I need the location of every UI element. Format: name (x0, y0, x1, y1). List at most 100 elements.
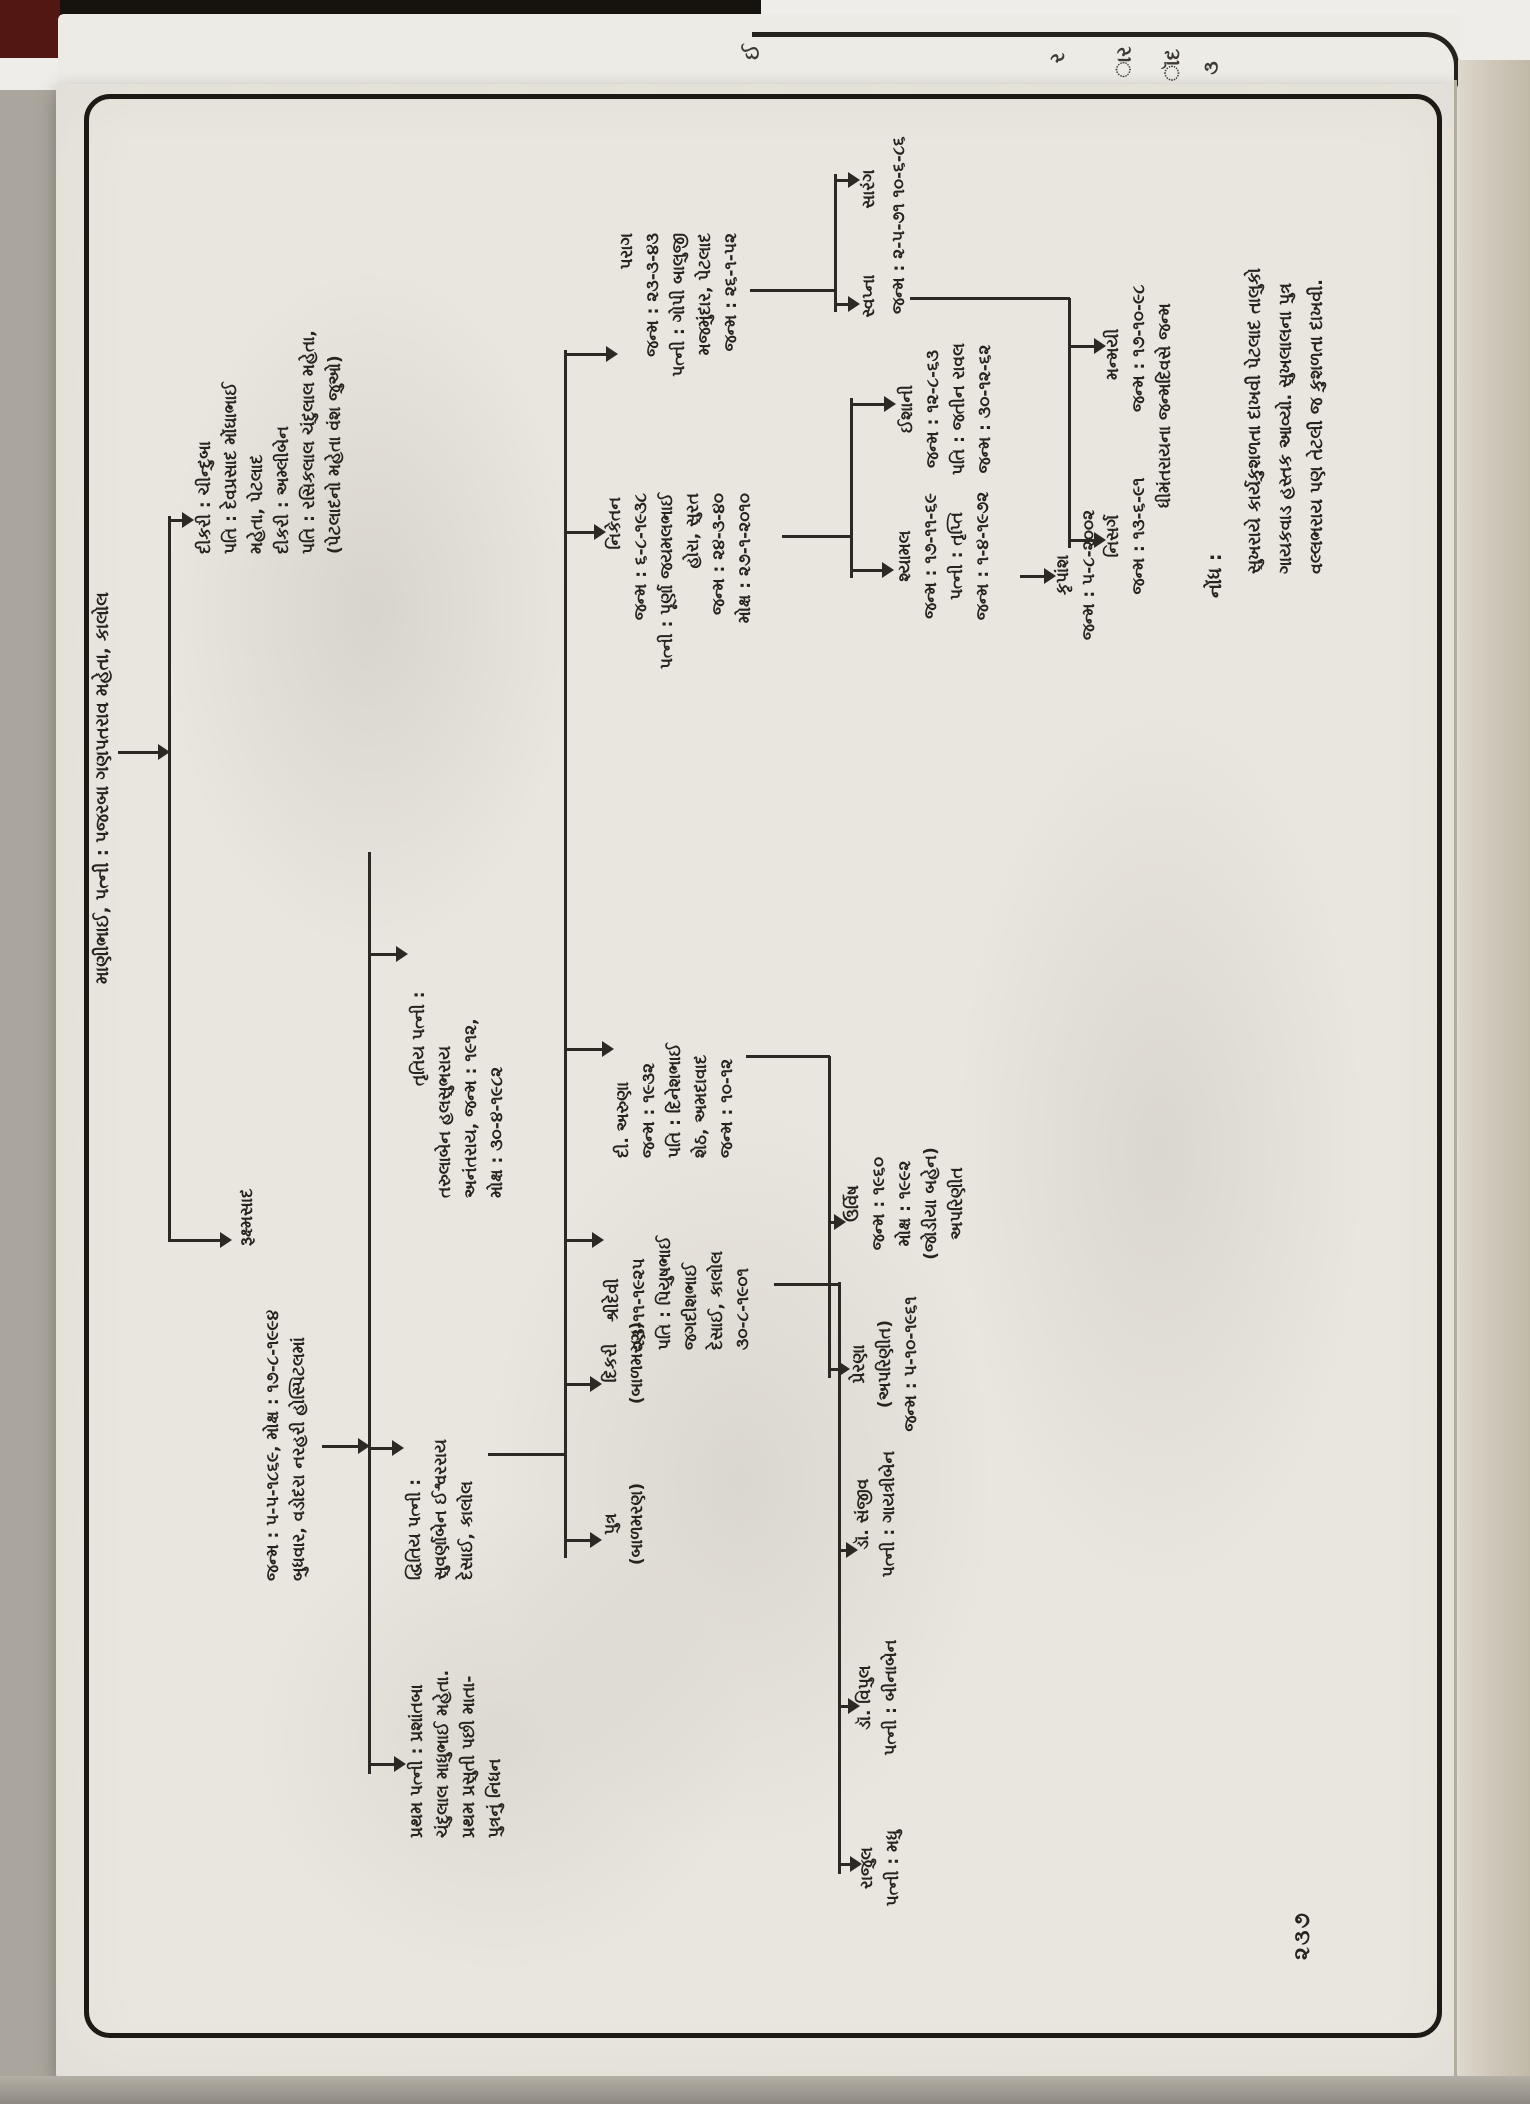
connector-arrow (852, 569, 884, 572)
text-line: જન્મ : ૧-૪-૧૯૭૨ (973, 491, 993, 621)
node-label: સારંગ (859, 169, 879, 209)
node-krupansh: કૃપાંશ જન્મ : ૫-૮-૨૦૦૨ (1050, 500, 1102, 650)
text-line: ચંદુલાલ માધુભાઈ મહેતા. (433, 1669, 453, 1838)
node-second-wife: દ્વિતિય પત્ની : સુવર્ણાબેન ઈશ્વરરાય દેસાઈ,… (402, 1340, 480, 1580)
text-line: જન્મ : ૧૯૬૦ (869, 1156, 889, 1251)
text-line: કૃપાંશ (1053, 554, 1073, 596)
text-line: જન્મ : ૧૨-૮-૬૩ (923, 350, 943, 468)
family-tree-canvas: માણીભાઈ, પત્ની : પજરબા ગણપતરાવ મહેતા, કા… (92, 104, 1426, 1986)
text-line: જન્મ : ૧૯૩૨ (639, 1063, 659, 1158)
text-line: વલ્લભરાય પણ તેટલી જ કુશળતા દાખવી. (1307, 279, 1327, 574)
connector-arrow (840, 1549, 848, 1552)
text-line: દી. અરુણા (613, 1081, 633, 1158)
text-line: પતિ : પિયુષભાઈ (655, 1236, 675, 1350)
stacked-page-edges (1458, 60, 1530, 2104)
text-line: ગાયકવાડ હસ્તક આવ્યો. સુખલાલના પુત્ર (1276, 282, 1296, 574)
node-sarang: સારંગ (856, 144, 882, 234)
text-line: મોક્ષ : ૧૯૯૨ (895, 1160, 915, 1247)
text-line: જન્મ : ૨-૫-૭૧ ૧૦-૬-૮૬ (889, 136, 909, 314)
text-line: પત્ની : તૃપ્તિ (947, 512, 967, 600)
connector-arrow (836, 303, 850, 306)
text-line: જગદીશભાઈ (681, 1263, 701, 1350)
torn-edge-shadow (55, 0, 761, 15)
root-ancestor-line: માણીભાઈ, પત્ની : પજરબા ગણપતરાવ મહેતા, કા… (92, 592, 113, 984)
text-line: (પેટલાદનો મહેતા વંશ જુઓ) (325, 355, 345, 554)
connector-stub (488, 1453, 564, 1456)
node-swapna: સ્વપ્ના (856, 251, 882, 341)
node-label: સ્વપ્ના (859, 274, 879, 318)
text-line: દેસાઈ, કાલોલ (457, 1480, 477, 1580)
text-line: જન્મ : ૩૦-૧૨-૬૨ (975, 344, 995, 474)
text-line: પ્રથમ પત્ની : પ્રશાંતબા (407, 1684, 427, 1838)
connector-rail (850, 398, 853, 578)
text-line: શેઠ, અમદાવાદ (691, 1054, 711, 1158)
page-number: ૨૩૭ (1290, 1911, 1315, 1960)
connector-stub (910, 297, 1070, 300)
page-border-frame (84, 94, 1442, 2038)
edge-glyph: ઈ (739, 44, 764, 60)
connector-arrow (566, 1539, 592, 1542)
node-third-wife: તૃતિય પત્ની : તરુલાબેન હલસુભરાય અનંતરાય, જ… (406, 846, 510, 1198)
connector-rail (168, 516, 171, 1242)
text-line: સુવર્ણાબેન ઈશ્વરરાય (431, 1439, 451, 1580)
text-line: અપરિણીત (947, 1167, 967, 1240)
node-parag: પરાગ જન્મ : ૨૩-૩-૪૩ પત્ની : ગોપી બાલુજી મજમ… (614, 233, 744, 548)
scan-bottom-shadow (0, 2076, 1530, 2104)
node-first-wife: પ્રથમ પત્ની : પ્રશાંતબા ચંદુલાલ માધુભાઈ મ… (404, 1568, 508, 1838)
text-line: જન્મ : ૫-૧૦-૧૯૬૧ (901, 1296, 921, 1432)
connector-arrow (322, 1445, 360, 1448)
connector-stub (746, 1055, 830, 1058)
text-line: સુખરાયે કાર્યકુશળતા દાખવી પેટલાદ તાલુકો (1245, 267, 1265, 574)
text-line: શ્યામલ (895, 530, 915, 582)
edge-glyph: ૉદ (1160, 48, 1185, 82)
text-line: પ્રેરણા (849, 1344, 869, 1384)
connector-rail (1068, 298, 1071, 548)
connector-arrow (170, 1239, 222, 1242)
text-line: જન્મ : ૧૭-૧૧-૬૯ (921, 493, 941, 619)
text-line: ૩૦-૮-૧૯૦૧ (733, 1268, 753, 1350)
text-line: પતિ : દિનેશભાઈ (665, 1043, 685, 1158)
node-shyamal: શ્યામલ જન્મ : ૧૭-૧૧-૬૯ પત્ની : તૃપ્તિ જન્મ … (892, 481, 996, 631)
page-paper (56, 84, 1458, 2078)
text-line: મોક્ષ : ૩૦-૪-૧૯૮૨ (487, 1066, 507, 1198)
text-line: ઉર્વિષ (843, 1185, 863, 1222)
text-line: મન્મયી (1103, 328, 1123, 380)
text-line: ધીમંતરાયના જન્મદિવસે જન્મ (1155, 303, 1175, 508)
note-text: સુખરાયે કાર્યકુશળતા દાખવી પેટલાદ તાલુકો ગ… (1240, 104, 1333, 574)
node-daughter-chinduba: દીકરી : ચીન્દુબા પતિ : દેવપ્રસાદ મોંઘાભાઈ… (192, 114, 348, 554)
connector-rail (834, 174, 837, 312)
edge-glyph: ર (1045, 52, 1070, 64)
connector-arrow (830, 1221, 836, 1224)
connector-arrow (118, 751, 160, 754)
connector-arrow (836, 179, 850, 182)
text-line: પતિ : જતીન રાવલ (949, 343, 969, 475)
text-line: દેસાઈ, કાલોલ (707, 1250, 727, 1350)
text-line: પ્રથમ પ્રસુતી પછી માતા- (459, 1675, 479, 1838)
text-line: બુધવાર, વડોદરા નરહરી હોસ્પિટલમાં (289, 1337, 309, 1581)
text-line: પતિ : રસિકલાલ ચંદુલાલ મહેતા, (299, 330, 319, 554)
connector-arrow (566, 1048, 604, 1051)
node-urvish: ઉર્વિષ જન્મ : ૧૯૬૦ મોક્ષ : ૧૯૯૨ (જોડીયા બહે… (840, 1121, 970, 1286)
text-line: રાજુલ (857, 1847, 877, 1889)
text-line: જન્મ : ૨૬-૧-૫૨ (721, 233, 741, 352)
text-line: શ્રીદેવી (603, 1278, 623, 1322)
text-line: જન્મ : ૧૦-૧૨ (717, 1058, 737, 1158)
connector-stub (750, 289, 836, 292)
text-line: જન્મ : ૧૭-૧૦-૯૮ (1129, 284, 1149, 412)
text-line: (બાળમરણ) (627, 1482, 647, 1566)
swapna-sarang-birthdates: જન્મ : ૨-૫-૭૧ ૧૦-૬-૮૬ (886, 84, 912, 314)
connector-arrow (370, 1763, 396, 1766)
text-line: (અપરિણીત) (875, 1319, 895, 1409)
node-prerna: પ્રેરણા (અપરિણીત) જન્મ : ૫-૧૦-૧૯૬૧ (846, 1294, 924, 1434)
connector-arrow (830, 1368, 840, 1371)
connector-arrow (566, 1239, 594, 1242)
edge-glyph: ૩ (1198, 61, 1223, 75)
connector-arrow (170, 519, 184, 522)
connector-arrow (566, 531, 596, 534)
connector-rail (368, 852, 371, 1774)
connector-arrow (566, 353, 608, 356)
connector-arrow (852, 403, 886, 406)
text-line: જન્મ : ૫-૮-૨૦૦૨ (1079, 509, 1099, 641)
text-line: પુત્રનું નિધન (485, 1758, 505, 1838)
